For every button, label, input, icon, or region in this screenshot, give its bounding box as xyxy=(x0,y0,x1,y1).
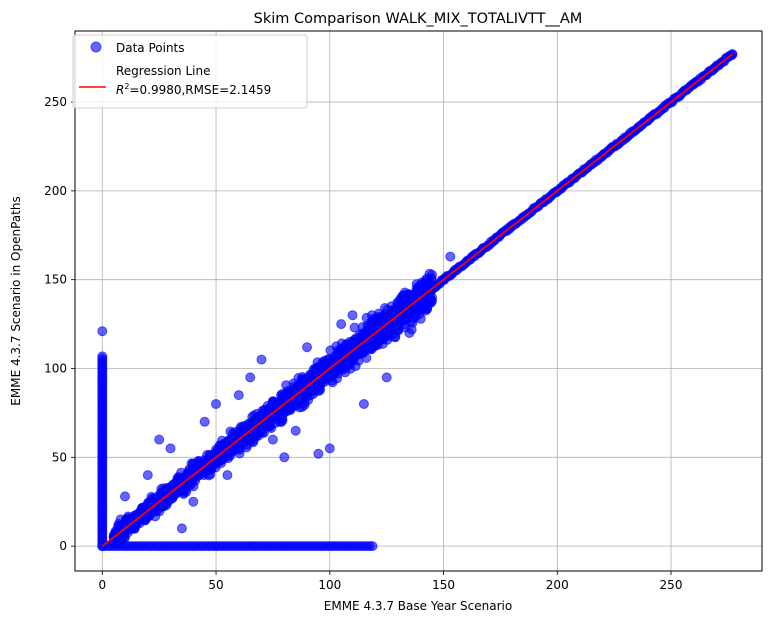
data-point xyxy=(393,301,403,312)
data-point xyxy=(235,442,246,453)
y-tick-label: 100 xyxy=(44,362,67,376)
data-point xyxy=(404,328,415,338)
data-point xyxy=(247,432,258,443)
data-point xyxy=(315,384,326,395)
x-tick-label: 100 xyxy=(318,578,341,592)
data-point xyxy=(367,541,378,552)
data-point xyxy=(392,324,403,335)
data-point xyxy=(445,251,456,262)
data-point xyxy=(165,443,176,454)
data-point xyxy=(176,523,187,534)
data-point xyxy=(154,434,165,445)
data-point xyxy=(345,356,356,367)
data-point xyxy=(256,354,267,365)
data-point xyxy=(408,291,419,302)
data-point xyxy=(381,372,392,383)
y-axis-label: EMME 4.3.7 Scenario in OpenPaths xyxy=(9,196,23,405)
data-point xyxy=(199,416,210,427)
data-point xyxy=(292,396,302,407)
data-point xyxy=(222,438,233,449)
legend-box xyxy=(72,34,308,109)
data-point xyxy=(211,399,221,409)
data-point xyxy=(97,326,108,337)
data-point xyxy=(153,490,164,501)
data-point xyxy=(299,391,310,402)
data-point xyxy=(359,328,370,339)
x-axis-ticks: 0 50 100 150 200 250 xyxy=(98,571,682,592)
data-point xyxy=(302,342,312,353)
data-point xyxy=(347,310,358,321)
legend-marker-data-points xyxy=(90,41,102,53)
data-point xyxy=(222,470,233,481)
data-point xyxy=(427,292,438,303)
data-point xyxy=(97,351,108,362)
regression-line xyxy=(101,53,733,547)
legend-label-regression-line: Regression Line xyxy=(116,64,210,78)
regression-line-group xyxy=(101,53,733,547)
x-tick-label: 50 xyxy=(208,578,223,592)
legend-label-regression-stats: R2=0.9980,RMSE=2.1459 xyxy=(116,82,271,97)
data-point xyxy=(358,399,369,409)
data-points xyxy=(97,49,738,552)
data-point xyxy=(115,514,126,525)
y-axis-ticks: 0 50 100 150 200 250 xyxy=(44,95,75,553)
x-tick-label: 150 xyxy=(432,578,455,592)
y-tick-label: 150 xyxy=(44,273,67,287)
data-point xyxy=(188,496,199,507)
data-point xyxy=(279,452,290,463)
data-point xyxy=(340,367,351,378)
legend-label-data-points: Data Points xyxy=(116,41,185,55)
x-tick-label: 200 xyxy=(546,578,569,592)
data-point xyxy=(415,313,426,324)
data-point xyxy=(324,443,335,454)
legend: Data Points Regression Line R2=0.9980,RM… xyxy=(72,34,308,109)
data-point xyxy=(290,425,301,436)
data-point xyxy=(291,384,302,394)
data-point xyxy=(267,434,278,445)
data-point xyxy=(233,390,244,401)
data-point xyxy=(310,376,321,387)
data-point xyxy=(120,491,130,502)
data-point xyxy=(420,305,431,316)
data-point xyxy=(142,470,153,481)
data-point xyxy=(420,278,431,289)
data-point xyxy=(313,448,324,459)
y-tick-label: 200 xyxy=(44,184,67,198)
x-tick-label: 0 xyxy=(98,578,106,592)
data-point xyxy=(372,335,383,346)
data-point xyxy=(336,319,347,330)
chart-title: Skim Comparison WALK_MIX_TOTALIVTT__AM xyxy=(254,11,583,27)
x-tick-label: 250 xyxy=(660,578,683,592)
y-tick-label: 250 xyxy=(44,95,67,109)
y-tick-label: 0 xyxy=(59,539,67,553)
data-point xyxy=(323,354,334,365)
plot-frame xyxy=(74,30,763,572)
data-point xyxy=(245,372,256,383)
y-tick-label: 50 xyxy=(52,450,67,464)
x-axis-label: EMME 4.3.7 Base Year Scenario xyxy=(324,599,512,613)
data-point xyxy=(427,269,437,280)
